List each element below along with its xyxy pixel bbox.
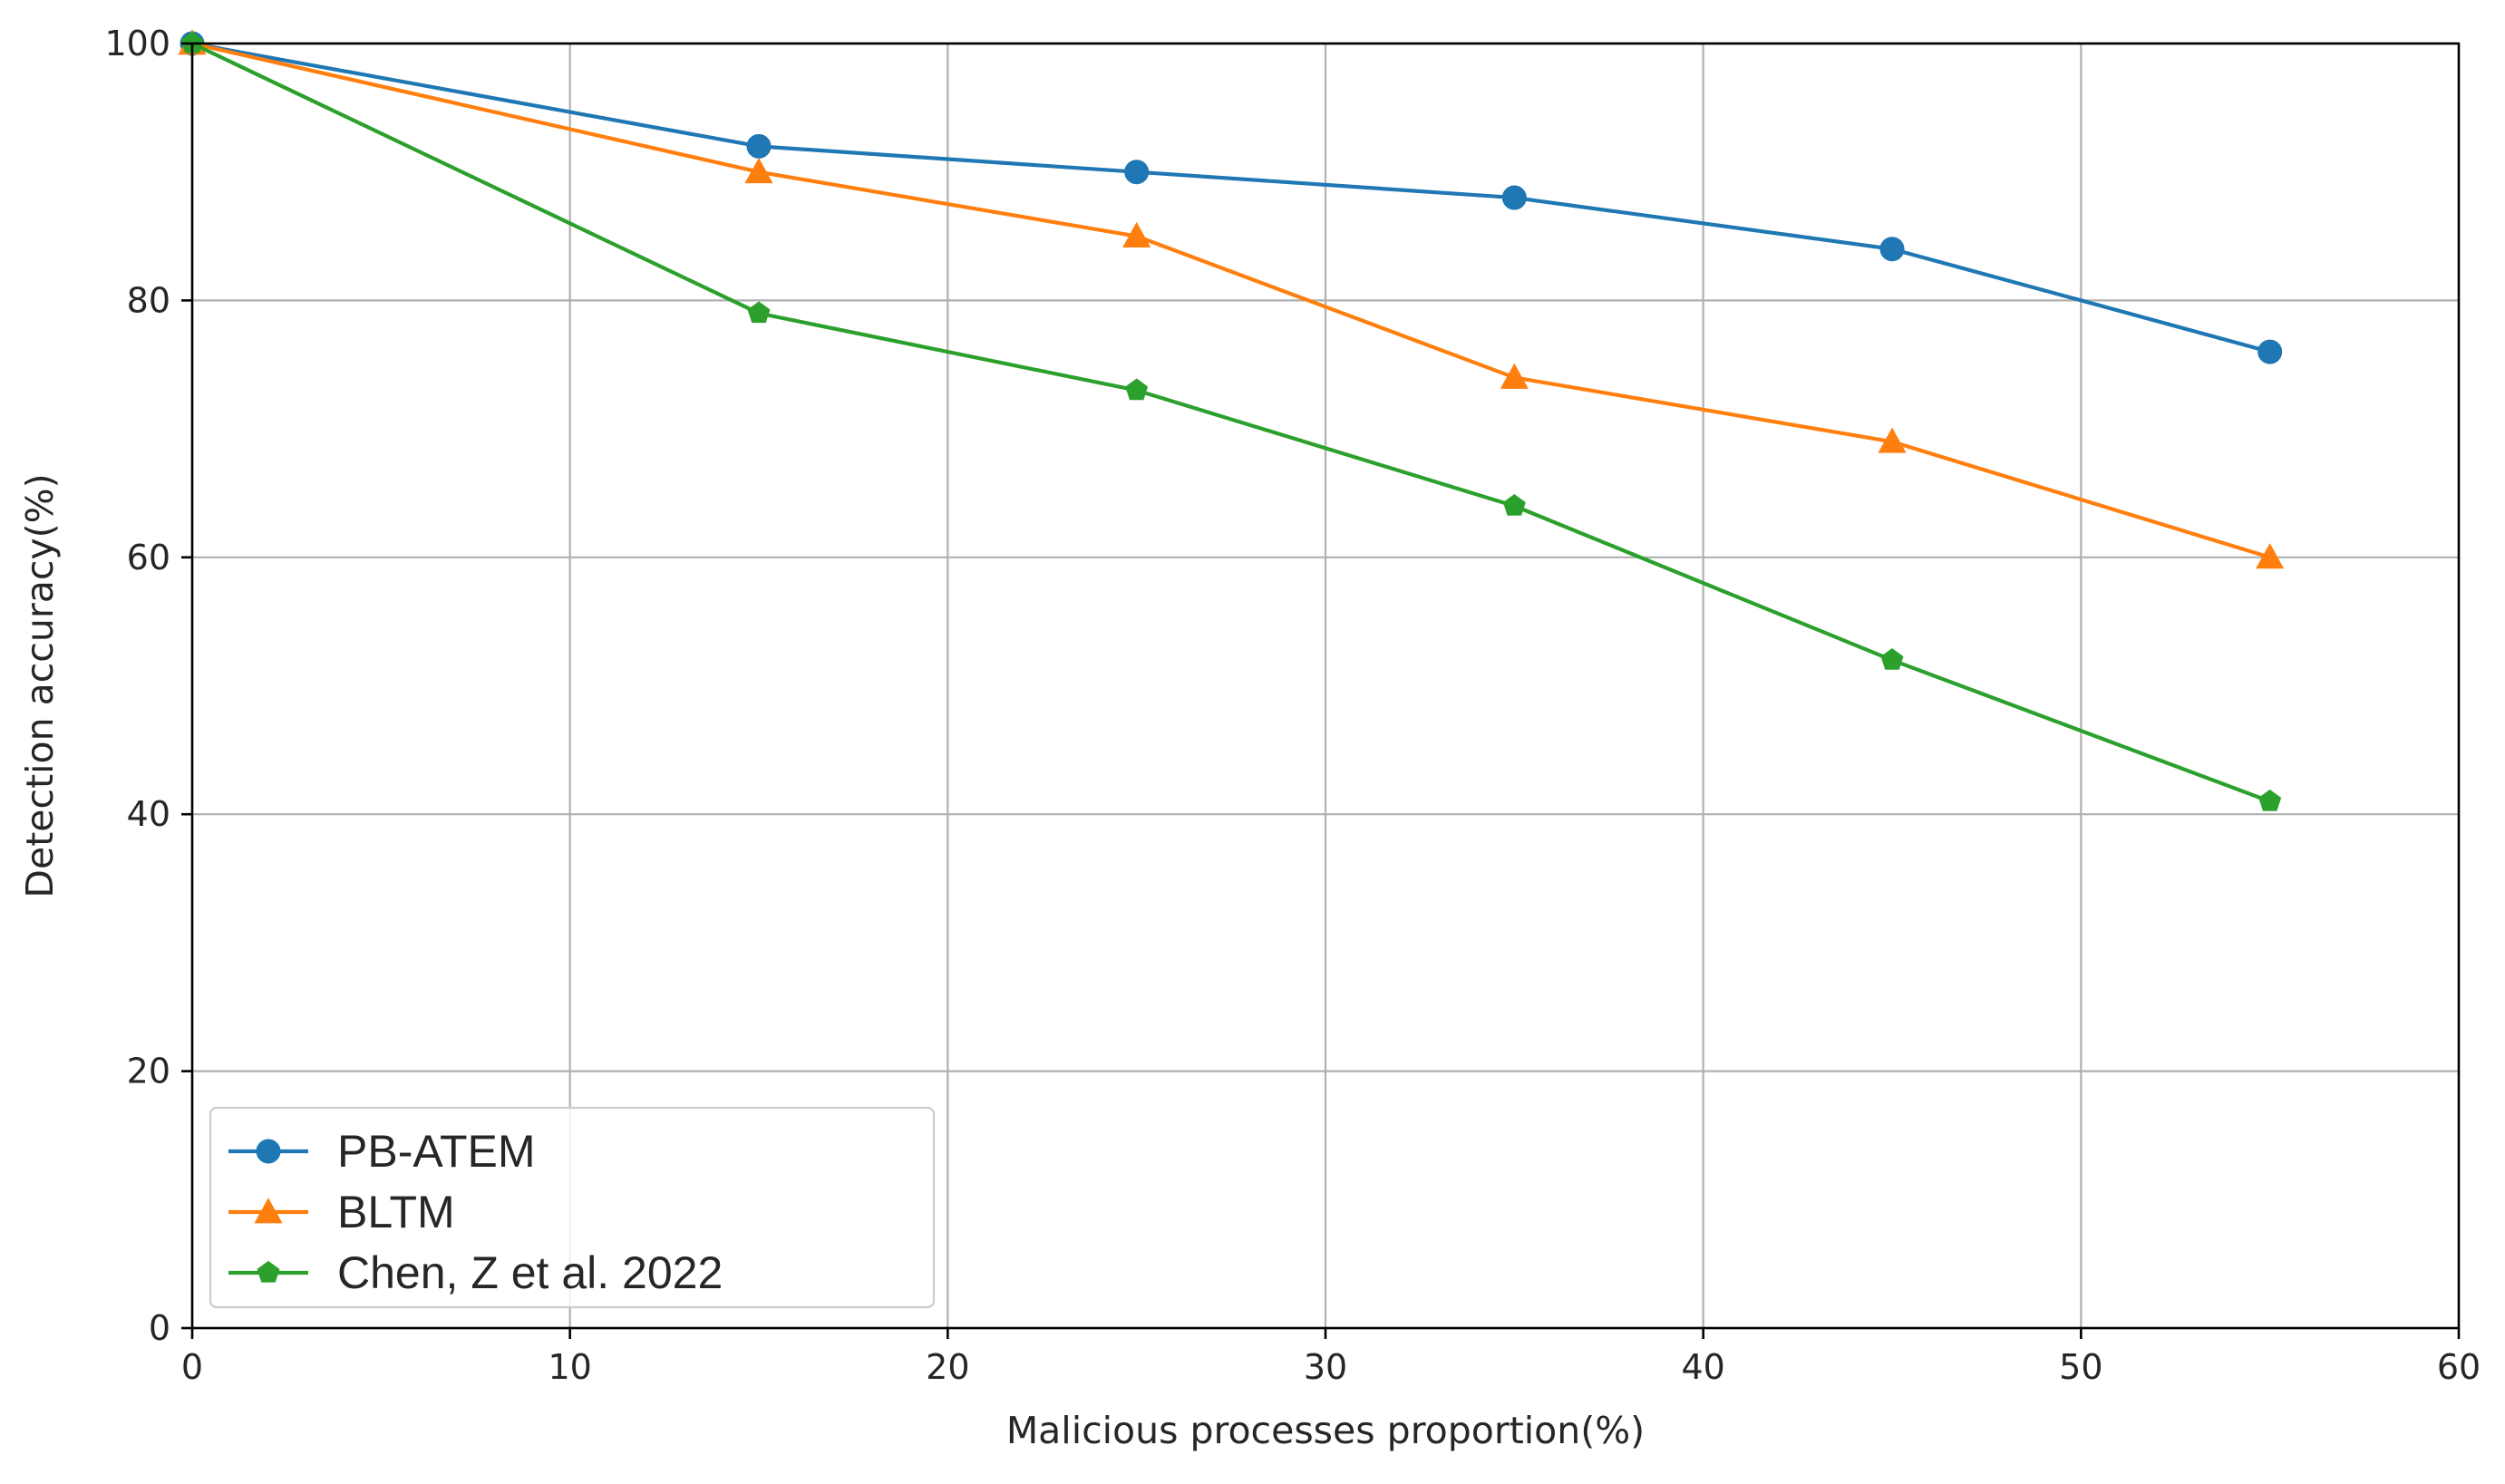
- legend-marker: [257, 1260, 280, 1283]
- y-tick-label: 60: [127, 538, 170, 577]
- series-layer: [178, 29, 2285, 811]
- data-point: [746, 133, 772, 159]
- legend-label: BLTM: [337, 1187, 455, 1237]
- legend-item: PB-ATEM: [228, 1126, 536, 1177]
- y-tick-label: 80: [127, 280, 170, 320]
- series-line: [189, 41, 2272, 354]
- x-tick-label: 60: [2437, 1347, 2481, 1387]
- data-point: [1124, 160, 1150, 185]
- legend-box: [209, 1106, 936, 1309]
- series-2: [180, 31, 2282, 811]
- legend-item: Chen, Z et al. 2022: [228, 1247, 723, 1298]
- data-point: [1878, 427, 1907, 453]
- legend-label: PB-ATEM: [337, 1126, 536, 1177]
- legend-label: Chen, Z et al. 2022: [337, 1247, 723, 1298]
- data-point: [1122, 221, 1151, 247]
- x-tick-label: 20: [926, 1347, 969, 1387]
- data-point: [1502, 494, 1526, 516]
- data-point: [2257, 339, 2283, 364]
- y-tick-label: 20: [127, 1052, 170, 1091]
- data-point: [2256, 543, 2285, 569]
- legend-marker: [256, 1139, 281, 1164]
- x-tick-label: 40: [1681, 1347, 1724, 1387]
- data-point: [1125, 378, 1149, 401]
- x-tick-label: 50: [2059, 1347, 2102, 1387]
- data-point: [1879, 237, 1905, 262]
- x-tick-label: 30: [1304, 1347, 1347, 1387]
- series-line: [189, 41, 2272, 804]
- data-point: [1500, 363, 1529, 389]
- x-tick-label: 0: [181, 1347, 203, 1387]
- legend: PB-ATEM BLTM Chen, Z et al. 2022: [209, 1106, 936, 1309]
- y-tick-label: 40: [127, 794, 170, 834]
- legend-item: BLTM: [228, 1187, 455, 1237]
- x-axis-label: Malicious processes proportion(%): [1006, 1409, 1645, 1452]
- data-point: [1501, 185, 1527, 210]
- legend-marker: [254, 1198, 283, 1224]
- y-tick-label: 100: [104, 24, 170, 63]
- axis-ticks: 0 10 20 30 40 50 60 0 20 40 60 80 100: [104, 24, 2481, 1387]
- y-axis-label: Detection accuracy(%): [18, 473, 62, 897]
- data-point: [1880, 648, 1904, 670]
- data-point: [747, 301, 771, 324]
- x-tick-label: 10: [548, 1347, 591, 1387]
- data-point: [744, 157, 773, 184]
- y-tick-label: 0: [149, 1308, 170, 1348]
- data-point: [2258, 789, 2282, 811]
- series-line: [189, 41, 2272, 559]
